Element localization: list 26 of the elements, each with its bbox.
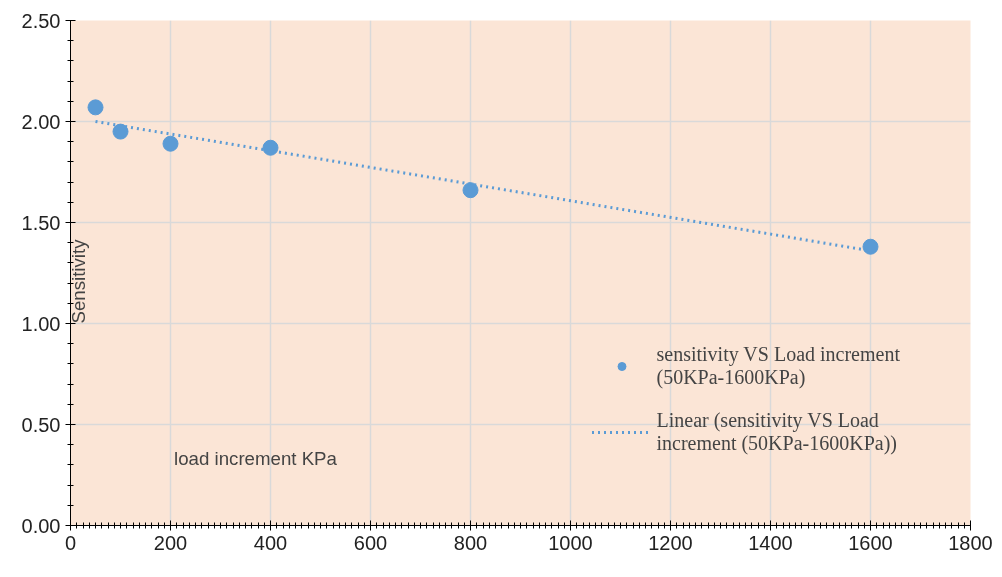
y-tick-label: 0.50 bbox=[21, 413, 61, 436]
y-axis-title: Sensitivity bbox=[67, 238, 89, 324]
legend-label: sensitivity VS Load increment (50KPa-1600KPa) bbox=[656, 343, 900, 389]
y-tick-label: 2.50 bbox=[21, 9, 61, 32]
y-tick-label: 1.50 bbox=[21, 211, 61, 234]
x-tick-label: 400 bbox=[253, 531, 288, 554]
x-tick-label: 1200 bbox=[648, 531, 693, 554]
legend-label: Linear (sensitivity VS Load increment (50KPa-1600KPa)) bbox=[656, 409, 897, 455]
x-tick-label: 0 bbox=[64, 531, 77, 554]
x-tick-label: 1400 bbox=[748, 531, 793, 554]
x-axis-title: load increment KPa bbox=[174, 447, 338, 469]
y-tick-label: 2.00 bbox=[21, 110, 61, 133]
x-tick-label: 1800 bbox=[948, 531, 993, 554]
point bbox=[462, 182, 479, 199]
x-tick-label: 800 bbox=[453, 531, 488, 554]
point bbox=[262, 139, 279, 156]
x-tick-label: 1000 bbox=[548, 531, 593, 554]
point bbox=[87, 99, 104, 116]
y-tick-label: 1.00 bbox=[21, 312, 61, 335]
x-tick-label: 200 bbox=[153, 531, 188, 554]
y-tick-label: 0.00 bbox=[21, 514, 61, 537]
point bbox=[162, 135, 179, 152]
x-tick-label: 600 bbox=[353, 531, 388, 554]
point bbox=[112, 123, 129, 140]
point bbox=[862, 238, 879, 255]
x-tick-label: 1600 bbox=[848, 531, 893, 554]
